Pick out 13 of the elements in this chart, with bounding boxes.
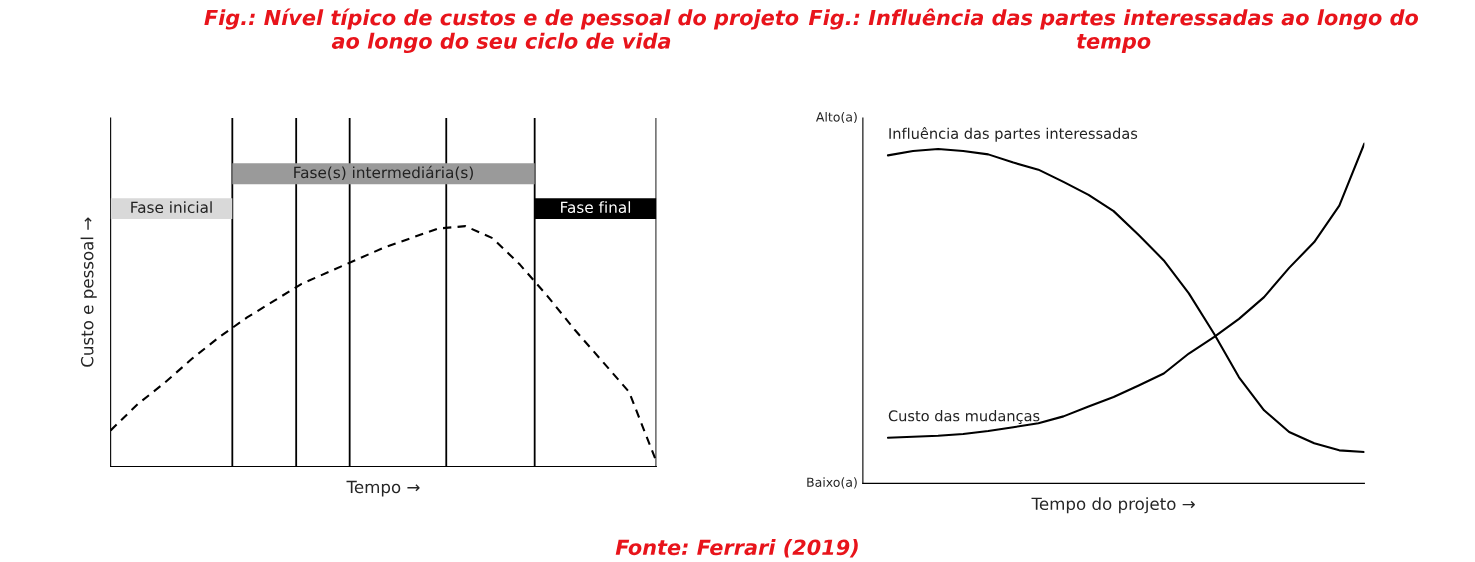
text: Fase final: [561, 201, 631, 214]
text: Alto(a): [815, 111, 857, 124]
text: Fase(s) intermediária(s): [294, 165, 473, 180]
text: Fase inicial: [131, 201, 212, 214]
series-label: Influência das partes interessadas: [889, 127, 1138, 142]
source-note: Fonte: Ferrari (2019): [615, 539, 858, 558]
text: Baixo(a): [807, 477, 857, 489]
series-label: Custo das mudanças: [888, 410, 1040, 424]
y-axis-title: Custo e pessoal →: [80, 217, 97, 367]
x-axis-title: Tempo do projeto →: [1031, 497, 1195, 514]
chart-title: Fig.: Nível típico de custos e de pessoal do projeto ao longo do seu ciclo de vida: [204, 8, 799, 54]
chart-title: Fig.: Influência das partes interessadas ao longo do tempo: [808, 8, 1419, 53]
x-axis-title: Tempo →: [346, 480, 420, 497]
